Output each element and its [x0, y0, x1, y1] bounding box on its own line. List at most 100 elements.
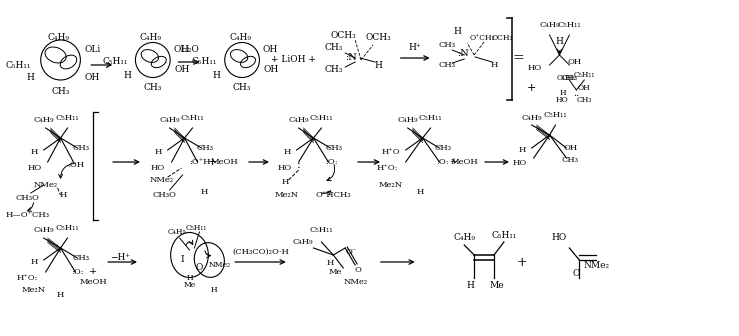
Text: C₄H₉: C₄H₉ — [33, 226, 54, 234]
Text: C₅H₁₁: C₅H₁₁ — [55, 114, 79, 122]
Text: CH₃O: CH₃O — [153, 191, 177, 199]
Text: NMe₂: NMe₂ — [208, 261, 231, 269]
Text: C₄H₉: C₄H₉ — [229, 34, 251, 42]
Text: C₅H₁₁: C₅H₁₁ — [55, 224, 79, 232]
Text: Me: Me — [183, 281, 196, 289]
Text: MeOH: MeOH — [79, 278, 107, 286]
Text: +: + — [517, 255, 527, 268]
Text: OH: OH — [568, 58, 582, 66]
Text: =: = — [513, 51, 525, 65]
Text: C₄H₉: C₄H₉ — [167, 228, 186, 236]
Text: :OH: :OH — [67, 161, 84, 169]
Text: MeOH: MeOH — [211, 158, 238, 166]
Text: O: O — [196, 263, 203, 272]
Text: :N: :N — [347, 52, 358, 61]
Text: O⁻: O⁻ — [346, 248, 357, 256]
Text: HO: HO — [528, 64, 542, 72]
Text: H⁺: H⁺ — [409, 43, 421, 52]
Text: C₄H₉: C₄H₉ — [522, 114, 542, 122]
Text: +: + — [208, 157, 217, 167]
Text: H: H — [490, 61, 497, 69]
Text: H: H — [374, 60, 382, 70]
Text: H: H — [211, 286, 217, 294]
Text: H: H — [186, 274, 193, 282]
Text: C₄H₉: C₄H₉ — [288, 116, 309, 124]
Text: Me: Me — [329, 268, 342, 276]
Text: HO: HO — [512, 159, 527, 167]
Text: :: : — [297, 160, 301, 170]
Text: H: H — [283, 148, 290, 156]
Text: :O:: :O: — [325, 158, 338, 166]
Text: CH₃: CH₃ — [73, 254, 90, 262]
Text: NMe₂: NMe₂ — [344, 278, 368, 286]
Text: :O⁺H: :O⁺H — [188, 158, 210, 166]
Text: O⁺HCH₃: O⁺HCH₃ — [316, 191, 351, 199]
Text: CH₃O: CH₃O — [16, 194, 40, 202]
Text: OH: OH — [264, 66, 279, 75]
Text: H: H — [556, 38, 563, 46]
Text: C₅H₁₁: C₅H₁₁ — [544, 111, 568, 119]
Text: C₄H₉: C₄H₉ — [140, 34, 162, 42]
Text: OLi: OLi — [174, 45, 190, 54]
Text: +: + — [527, 83, 537, 93]
Text: H: H — [282, 178, 290, 186]
Text: H: H — [327, 259, 334, 267]
Text: C₅H₁₁: C₅H₁₁ — [419, 114, 443, 122]
Text: (CH₃CO)₂O·H: (CH₃CO)₂O·H — [233, 248, 290, 256]
Text: I: I — [181, 255, 184, 264]
Text: CH₃: CH₃ — [73, 144, 90, 152]
Text: −H⁺: −H⁺ — [110, 253, 130, 262]
Text: H: H — [417, 188, 424, 196]
Text: C₅H₁₁: C₅H₁₁ — [185, 224, 207, 232]
Text: CH₃: CH₃ — [197, 144, 214, 152]
Text: NMe₂: NMe₂ — [583, 260, 609, 269]
Text: HO: HO — [27, 164, 41, 172]
Text: OCH₃: OCH₃ — [492, 34, 514, 42]
Text: CH₃: CH₃ — [439, 61, 456, 69]
Text: C₅H₁₁: C₅H₁₁ — [573, 71, 595, 79]
Text: H⁺O: H⁺O — [381, 148, 400, 156]
Text: H—O⁺CH₃: H—O⁺CH₃ — [6, 211, 50, 219]
Text: C₄H₉: C₄H₉ — [160, 116, 180, 124]
Text: HO: HO — [552, 234, 567, 243]
Text: OH: OH — [263, 45, 278, 54]
Text: OH: OH — [563, 144, 577, 152]
Text: ..: .. — [573, 89, 579, 98]
Text: H: H — [559, 89, 566, 97]
Text: Me: Me — [490, 281, 504, 290]
Text: :O:: :O: — [436, 158, 449, 166]
Text: + LiOH +: + LiOH + — [271, 55, 316, 65]
Text: C₅H₁₁: C₅H₁₁ — [310, 114, 333, 122]
Text: C₅H₁₁: C₅H₁₁ — [5, 60, 31, 70]
Text: H: H — [201, 188, 208, 196]
Text: C₅H₁₁: C₅H₁₁ — [192, 57, 217, 67]
Text: :N: :N — [458, 48, 470, 57]
Text: MeOH: MeOH — [450, 158, 478, 166]
Text: H: H — [453, 28, 461, 37]
Text: OH: OH — [84, 74, 100, 83]
Text: C₄H₉: C₄H₉ — [539, 21, 560, 29]
Text: H: H — [123, 72, 131, 81]
Text: C₄H₉: C₄H₉ — [293, 238, 313, 246]
Text: CH₃: CH₃ — [233, 84, 251, 92]
Text: H₂O: H₂O — [180, 45, 199, 54]
Text: C₄H₉: C₄H₉ — [557, 74, 576, 82]
Text: O: O — [573, 268, 580, 278]
Text: H: H — [212, 72, 220, 81]
Text: OLi: OLi — [84, 45, 101, 54]
Text: CH₃: CH₃ — [576, 96, 592, 104]
Text: :O:: :O: — [71, 268, 84, 276]
Text: C₄H₉: C₄H₉ — [453, 234, 475, 243]
Text: O⁺CH₃: O⁺CH₃ — [469, 34, 495, 42]
Text: Me₂N: Me₂N — [378, 181, 403, 189]
Text: CH₃: CH₃ — [562, 156, 579, 164]
Text: OCH₃: OCH₃ — [330, 31, 356, 40]
Text: C₅H₁₁: C₅H₁₁ — [558, 21, 581, 29]
Text: CH₃: CH₃ — [435, 144, 452, 152]
Text: HO: HO — [555, 96, 568, 104]
Text: H: H — [154, 148, 162, 156]
Text: H: H — [30, 258, 38, 266]
Text: CH₃: CH₃ — [324, 43, 342, 52]
Text: O: O — [355, 266, 361, 274]
Text: OH: OH — [174, 66, 190, 75]
